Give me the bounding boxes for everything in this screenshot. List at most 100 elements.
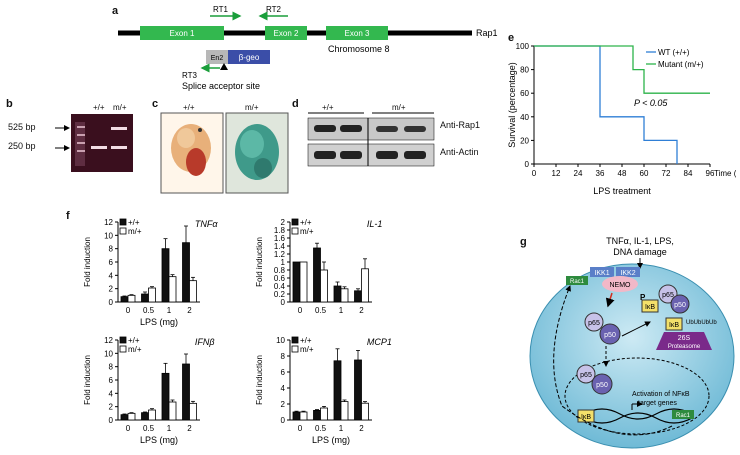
cell-body <box>529 263 735 449</box>
gel-image <box>55 114 133 172</box>
svg-text:P: P <box>640 293 646 302</box>
bar <box>168 276 177 303</box>
splice-triangle <box>220 63 228 70</box>
x-tick-label: 0.5 <box>143 424 155 433</box>
y-tick-label: 12 <box>104 336 113 345</box>
bar <box>340 288 349 303</box>
panel-letter-a: a <box>112 5 119 17</box>
bar <box>333 285 342 303</box>
y-tick-label: 0.6 <box>274 274 286 283</box>
nfkb-pathway-diagram: TNFα, IL-1, LPS, DNA damage IKK1 IKK2 NE… <box>529 236 735 449</box>
marker-250: 250 bp <box>8 141 36 151</box>
x-tick-label: 2 <box>359 306 364 315</box>
y-tick-label: 8 <box>109 245 114 254</box>
panel-letter-f: f <box>66 210 70 222</box>
x-tick-label: 0.5 <box>315 306 327 315</box>
y-axis-label: Fold induction <box>83 237 92 287</box>
exon1-box <box>140 26 224 40</box>
bar <box>168 401 177 421</box>
nucleus <box>564 357 710 435</box>
exon3-box <box>326 26 388 40</box>
x-axis-label: LPS (mg) <box>140 435 178 445</box>
gel-band-mut-250 <box>111 146 127 149</box>
bar <box>161 248 170 303</box>
y-tick-label: 0 <box>109 298 114 307</box>
y-tick-label: 6 <box>109 376 114 385</box>
en2-box <box>206 50 228 64</box>
gene-trap-diagram: Exon 1 Exon 2 Exon 3 Rap1 Chromosome 8 R… <box>118 5 498 91</box>
bar <box>120 414 129 421</box>
x-tick-label: 96 <box>706 169 715 178</box>
svg-text:p50: p50 <box>604 332 616 339</box>
bar <box>333 360 342 421</box>
chart-title: IFNβ <box>195 337 215 347</box>
y-tick-label: 0 <box>281 298 286 307</box>
bar <box>320 269 328 303</box>
bgeo-label: β-geo <box>239 53 260 62</box>
y-axis-label: Fold induction <box>255 237 264 287</box>
chart-title: TNFα <box>195 219 218 229</box>
exon1-label: Exon 1 <box>170 29 195 38</box>
marker-525: 525 bp <box>8 122 36 132</box>
gene-label: Rap1 <box>476 28 498 38</box>
legend-swatch <box>119 218 127 226</box>
bar <box>141 412 149 421</box>
legend-swatch <box>291 345 299 353</box>
x-tick-label: 24 <box>574 169 583 178</box>
legend-swatch <box>119 336 127 344</box>
bar <box>354 359 362 421</box>
actin-band <box>314 151 336 159</box>
exon2-box <box>265 26 307 40</box>
rt3-label: RT3 <box>182 71 198 80</box>
splice-label: Splice acceptor site <box>182 81 260 91</box>
panel-letter-c: c <box>152 98 159 110</box>
y-tick-label: 1.2 <box>274 250 286 259</box>
bar <box>292 261 301 303</box>
svg-text:IκB: IκB <box>581 414 591 421</box>
y-tick-label: 10 <box>104 231 113 240</box>
activation-label: Activation of NFκB <box>632 391 690 398</box>
survival-series-line <box>534 45 710 94</box>
bar <box>148 409 156 421</box>
stimuli-label-2: DNA damage <box>613 247 667 257</box>
y-axis-label: Fold induction <box>83 355 92 405</box>
y-tick-label: 20 <box>520 136 529 145</box>
x-tick-label: 0.5 <box>143 306 155 315</box>
en2-label: En2 <box>211 55 224 62</box>
y-tick-label: 1.6 <box>274 234 286 243</box>
ikk2-box <box>616 267 640 277</box>
gel-genotype-wt: +/+ <box>93 103 105 112</box>
y-tick-label: 4 <box>281 384 286 393</box>
y-axis-label: Survival (percentage) <box>507 62 517 148</box>
proteasome <box>656 332 712 350</box>
embryo-genotype-mut: m/+ <box>245 103 259 112</box>
rac1-box <box>566 276 588 285</box>
bar <box>182 242 190 303</box>
x-tick-label: 2 <box>187 306 192 315</box>
bar <box>141 293 149 303</box>
y-tick-label: 0 <box>525 160 530 169</box>
legend-label: +/+ <box>128 218 140 227</box>
x-tick-label: 0 <box>298 424 303 433</box>
nemo <box>602 276 638 292</box>
y-tick-label: 0.8 <box>274 266 286 275</box>
x-tick-label: 72 <box>662 169 671 178</box>
x-axis-label: LPS (mg) <box>312 435 350 445</box>
bar <box>361 268 369 303</box>
chart-title: MCP1 <box>367 337 392 347</box>
x-tick-label: 2 <box>187 424 192 433</box>
rap1-band <box>314 125 336 132</box>
y-tick-label: 4 <box>109 271 114 280</box>
blot-genotype-mut: m/+ <box>392 103 406 112</box>
y-tick-label: 2 <box>281 400 286 409</box>
x-tick-label: 60 <box>640 169 649 178</box>
legend-swatch <box>291 336 299 344</box>
legend-label: +/+ <box>128 336 140 345</box>
y-tick-label: 0 <box>281 416 286 425</box>
dna-strand-2 <box>583 412 693 424</box>
svg-text:UbUbUbUb: UbUbUbUb <box>686 320 717 326</box>
x-axis-label: LPS (mg) <box>140 317 178 327</box>
legend-label: Mutant (m/+) <box>658 60 704 69</box>
svg-text:IκB: IκB <box>669 322 679 329</box>
